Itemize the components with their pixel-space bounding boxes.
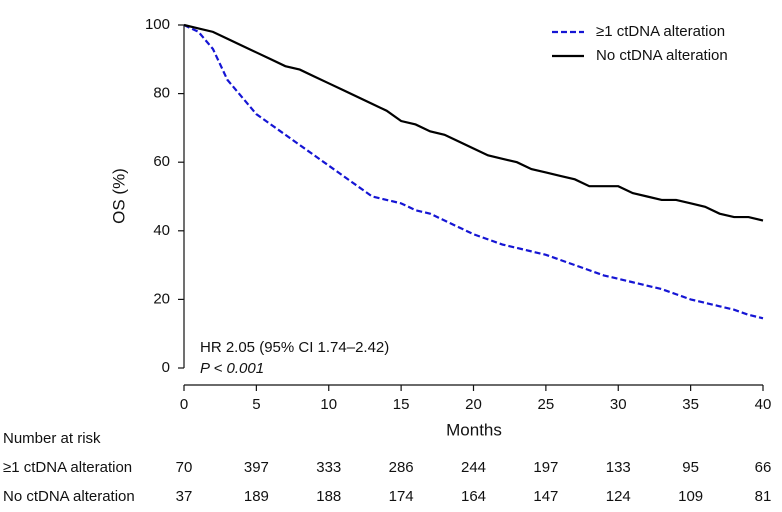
x-tick-label: 15: [393, 396, 410, 413]
risk-value: 95: [682, 459, 699, 476]
risk-value: 81: [755, 488, 772, 505]
x-tick-label: 0: [180, 396, 188, 413]
annotation: HR 2.05 (95% CI 1.74–2.42): [200, 339, 389, 356]
y-axis-label: OS (%): [109, 168, 128, 224]
risk-value: 164: [461, 488, 486, 505]
survival-curve: [183, 24, 764, 320]
risk-value: 189: [244, 488, 269, 505]
survival-curve: [183, 23, 764, 222]
legend-label: ≥1 ctDNA alteration: [596, 23, 725, 40]
legend-label: No ctDNA alteration: [596, 47, 728, 64]
x-tick-label: 20: [465, 396, 482, 413]
x-tick-label: 10: [320, 396, 337, 413]
risk-value: 286: [389, 459, 414, 476]
risk-table-title: Number at risk: [3, 430, 101, 447]
risk-value: 147: [533, 488, 558, 505]
risk-value: 124: [606, 488, 631, 505]
risk-value: 174: [389, 488, 414, 505]
risk-value: 244: [461, 459, 486, 476]
x-tick-label: 40: [755, 396, 772, 413]
risk-value: 66: [755, 459, 772, 476]
x-tick-label: 25: [538, 396, 555, 413]
y-tick-label: 100: [145, 16, 170, 33]
risk-value: 37: [176, 488, 193, 505]
risk-value: 197: [533, 459, 558, 476]
risk-value: 188: [316, 488, 341, 505]
x-axis-label: Months: [446, 420, 502, 439]
risk-value: 333: [316, 459, 341, 476]
y-tick-label: 80: [153, 85, 170, 102]
risk-value: 397: [244, 459, 269, 476]
x-tick-label: 35: [682, 396, 699, 413]
risk-row-label: ≥1 ctDNA alteration: [3, 459, 132, 476]
risk-row-label: No ctDNA alteration: [3, 488, 135, 505]
risk-value: 109: [678, 488, 703, 505]
x-tick-label: 5: [252, 396, 260, 413]
x-tick-label: 30: [610, 396, 627, 413]
annotation: P < 0.001: [200, 360, 264, 377]
risk-value: 133: [606, 459, 631, 476]
y-tick-label: 60: [153, 153, 170, 170]
y-tick-label: 40: [153, 222, 170, 239]
risk-value: 70: [176, 459, 193, 476]
y-tick-label: 20: [153, 290, 170, 307]
y-tick-label: 0: [162, 359, 170, 376]
